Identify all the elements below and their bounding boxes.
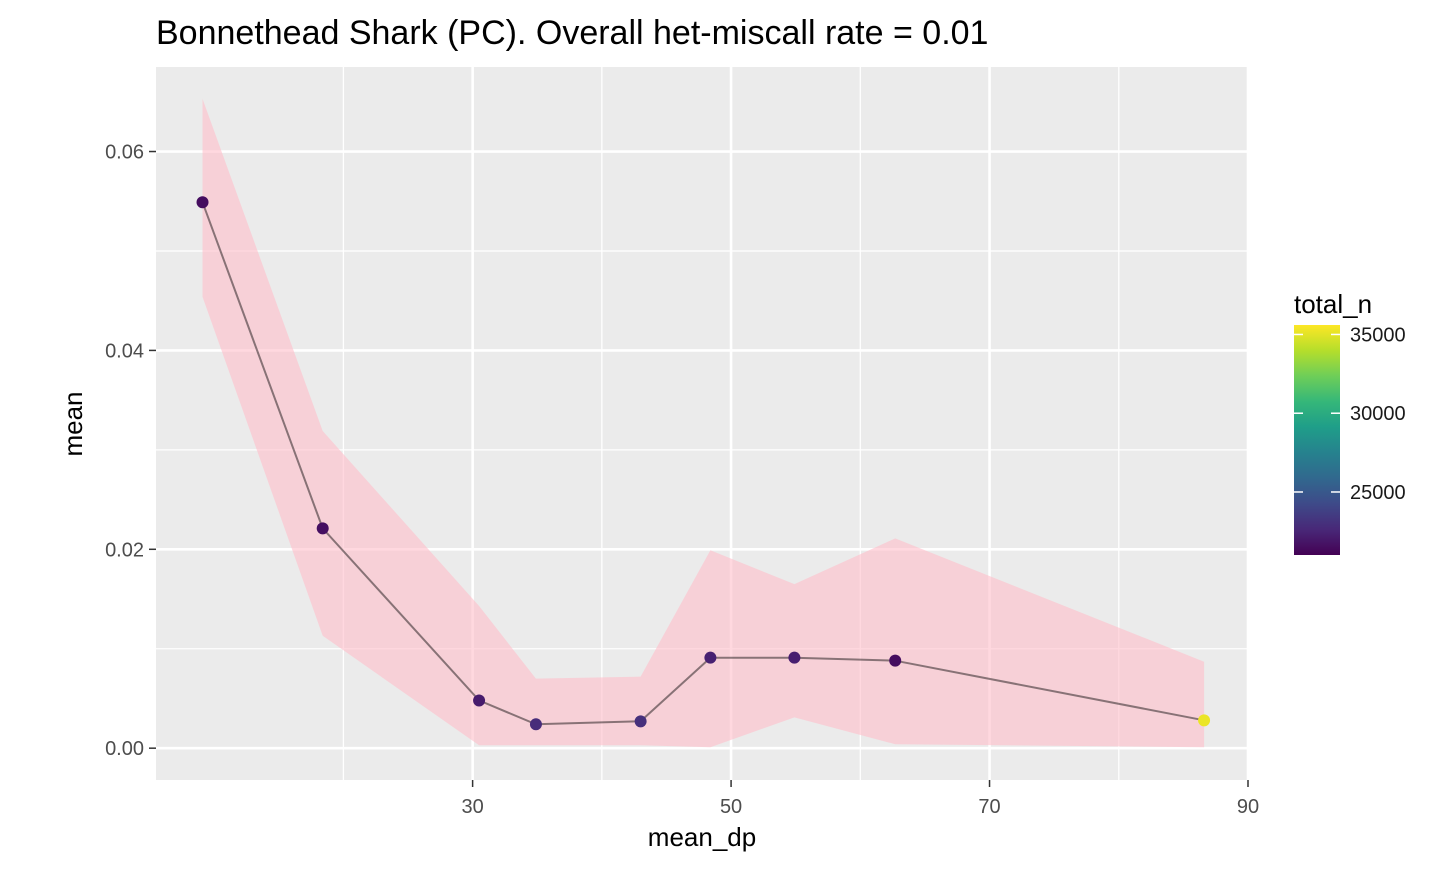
data-point — [889, 654, 902, 667]
x-tick-label: 70 — [978, 796, 1000, 818]
data-point — [196, 196, 209, 209]
data-point — [473, 694, 486, 707]
axis-ticks — [149, 150, 1249, 787]
legend-ticks: 25000 30000 35000 — [1294, 324, 1406, 504]
y-tick-label: 0.00 — [105, 738, 144, 760]
chart-title: Bonnethead Shark (PC). Overall het-misca… — [156, 14, 988, 52]
grid-minor — [156, 67, 1248, 780]
data-point — [316, 522, 329, 535]
confidence-ribbon-layer — [202, 98, 1205, 748]
x-axis-label: mean_dp — [648, 822, 756, 852]
data-point — [788, 651, 801, 664]
data-point — [634, 715, 647, 728]
data-point — [1198, 714, 1211, 727]
legend-title: total_n — [1294, 289, 1372, 319]
data-point — [529, 718, 542, 731]
colorbar-legend: total_n 25000 30000 35000 — [1294, 289, 1406, 555]
y-tick-label: 0.02 — [105, 539, 144, 561]
y-axis-label: mean — [58, 391, 88, 456]
x-tick-label: 90 — [1237, 796, 1259, 818]
data-point — [704, 651, 717, 664]
data-points-layer — [196, 196, 1211, 731]
y-tick-labels: 0.00 0.02 0.04 0.06 — [105, 142, 144, 761]
x-tick-labels: 30 50 70 90 — [461, 796, 1259, 818]
legend-tick-label: 25000 — [1350, 482, 1406, 504]
y-tick-label: 0.06 — [105, 142, 144, 164]
legend-tick-label: 30000 — [1350, 403, 1406, 425]
legend-tick-label: 35000 — [1350, 324, 1406, 346]
y-tick-label: 0.04 — [105, 340, 144, 362]
colorbar — [1294, 325, 1340, 555]
x-tick-label: 50 — [720, 796, 742, 818]
x-tick-label: 30 — [461, 796, 483, 818]
confidence-ribbon — [202, 98, 1205, 748]
